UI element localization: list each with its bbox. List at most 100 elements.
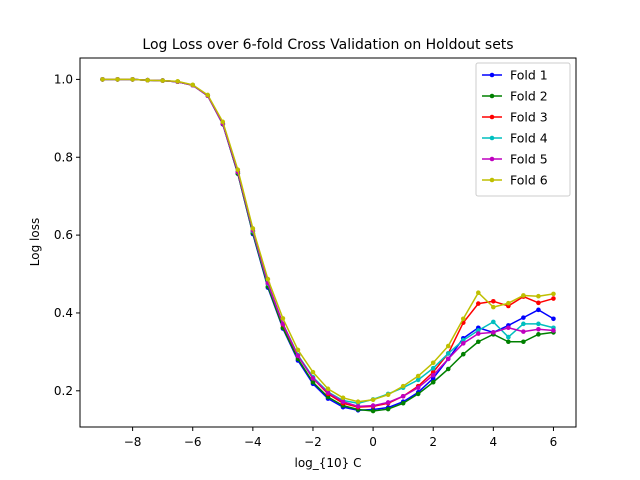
legend-item: Fold 3	[482, 110, 548, 125]
data-point	[415, 391, 421, 397]
data-point	[160, 78, 165, 83]
data-point	[476, 290, 481, 296]
data-point	[460, 341, 466, 346]
data-point	[400, 400, 406, 406]
data-point	[310, 369, 316, 375]
legend-label: Fold 6	[510, 173, 548, 188]
data-point	[521, 321, 526, 327]
data-point	[445, 356, 451, 362]
y-axis-ticks: 0.2 0.4 0.6 0.8 1.0	[54, 72, 80, 398]
data-point	[506, 300, 511, 306]
legend-label: Fold 3	[510, 110, 548, 125]
data-point	[235, 167, 241, 173]
data-point	[536, 293, 541, 299]
data-point	[340, 395, 346, 401]
y-tick-label: 1.0	[54, 72, 73, 86]
data-point	[460, 351, 466, 357]
data-point	[506, 339, 511, 345]
data-point	[145, 77, 150, 83]
y-axis-label: Log loss	[28, 218, 42, 266]
legend-label: Fold 5	[510, 152, 548, 167]
legend-marker	[489, 135, 495, 141]
data-point	[295, 347, 301, 353]
legend-marker	[489, 114, 495, 120]
series-6	[100, 77, 556, 404]
data-point	[491, 298, 496, 304]
x-axis-label: log_{10} C	[294, 456, 361, 470]
data-point	[400, 383, 406, 389]
data-point	[476, 301, 481, 306]
data-point	[415, 385, 421, 390]
data-point	[205, 92, 211, 98]
data-point	[400, 393, 406, 399]
legend-item: Fold 6	[482, 173, 548, 188]
data-point	[460, 316, 466, 322]
data-point	[265, 276, 271, 282]
data-point	[536, 327, 541, 332]
data-point	[115, 77, 120, 82]
data-point	[385, 400, 391, 405]
data-point	[190, 82, 196, 88]
data-point	[476, 339, 481, 345]
legend-label: Fold 4	[510, 131, 548, 146]
data-point	[100, 77, 105, 82]
data-point	[445, 351, 451, 356]
y-tick-label: 0.8	[54, 150, 73, 164]
data-point	[370, 408, 376, 414]
data-point	[445, 343, 451, 349]
data-point	[551, 291, 556, 297]
data-point	[430, 365, 436, 371]
y-tick-label: 0.2	[54, 384, 73, 398]
y-tick-label: 0.4	[54, 306, 73, 320]
data-point	[130, 77, 135, 82]
x-tick-label: 6	[550, 435, 558, 449]
x-tick-label: −6	[184, 435, 202, 449]
x-tick-label: 4	[490, 435, 498, 449]
data-point	[370, 397, 376, 403]
data-point	[551, 328, 556, 333]
data-point	[430, 379, 436, 385]
legend-item: Fold 5	[482, 152, 548, 167]
series-layer	[100, 77, 556, 414]
data-point	[536, 321, 541, 327]
data-point	[536, 332, 541, 337]
data-point	[536, 300, 541, 306]
y-tick-label: 0.6	[54, 228, 73, 242]
x-tick-label: 0	[369, 435, 377, 449]
data-point	[506, 334, 511, 340]
legend-item: Fold 4	[482, 131, 548, 146]
x-tick-label: −2	[304, 435, 322, 449]
data-point	[536, 307, 541, 313]
legend-marker	[489, 72, 495, 78]
data-point	[415, 377, 421, 383]
data-point	[325, 386, 331, 392]
legend: Fold 1 Fold 2 Fold 3 Fold 4 Fold 5 Fold 6	[475, 62, 571, 197]
data-point	[280, 316, 286, 321]
legend-label: Fold 1	[510, 68, 548, 83]
data-point	[445, 366, 451, 372]
data-point	[370, 403, 376, 408]
data-point	[551, 296, 556, 301]
plot-frame	[79, 57, 577, 428]
legend-item: Fold 2	[482, 89, 548, 104]
data-point	[310, 376, 316, 381]
data-point	[476, 331, 481, 336]
legend-label: Fold 2	[510, 89, 548, 104]
data-point	[175, 79, 180, 84]
chart-title: Log Loss over 6-fold Cross Validation on…	[142, 37, 513, 53]
legend-marker	[489, 177, 495, 183]
legend-marker	[489, 93, 495, 99]
data-point	[491, 330, 496, 335]
data-point	[430, 360, 436, 366]
data-point	[325, 390, 331, 396]
data-point	[310, 379, 316, 385]
data-point	[250, 226, 256, 231]
data-point	[491, 319, 496, 325]
data-point	[430, 372, 436, 378]
data-point	[355, 404, 361, 409]
legend-marker	[489, 156, 495, 162]
x-tick-label: 2	[429, 435, 437, 449]
data-point	[521, 315, 526, 320]
x-tick-label: −8	[124, 435, 142, 449]
